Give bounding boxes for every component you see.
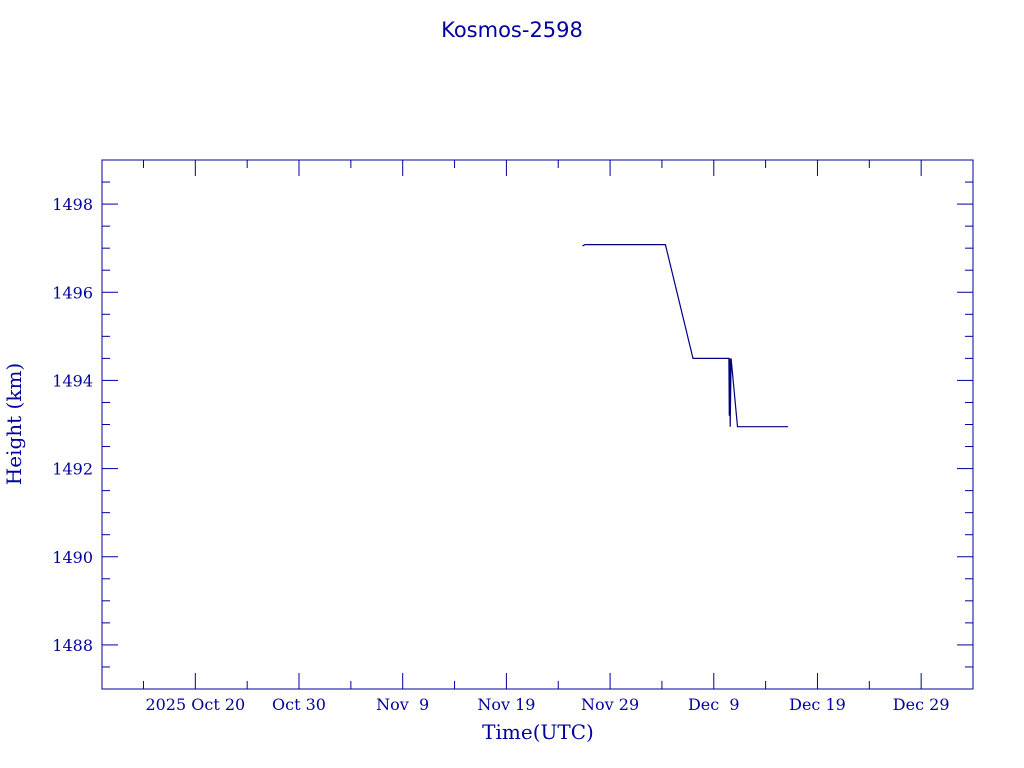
y-tick-label: 1494: [52, 371, 93, 390]
y-tick-label: 1488: [52, 636, 93, 655]
x-tick-label: Dec 19: [789, 695, 846, 714]
y-axis-ticks: 1488 1490 1492 1494 1496 1498: [52, 159, 973, 690]
plot-frame: [101, 159, 974, 690]
series-line: [582, 244, 789, 428]
y-tick-label: 1490: [52, 548, 93, 567]
x-axis-label: Time(UTC): [482, 720, 594, 744]
y-axis-label: Height (km): [2, 363, 26, 485]
x-axis-ticks: 2025 Oct 20 Oct 30 Nov 9 Nov 19 Nov 29 Dec 9 D…: [142, 160, 974, 714]
series-layer: [582, 244, 789, 428]
chart-title: Kosmos-2598: [441, 18, 583, 42]
x-tick-label: Dec 9: [688, 695, 740, 714]
x-tick-label: Oct 30: [272, 695, 326, 714]
x-tick-label: Nov 29: [581, 695, 639, 714]
x-tick-label: 2025 Oct 20: [145, 695, 245, 714]
y-tick-label: 1492: [52, 460, 93, 479]
x-tick-label: Nov 19: [477, 695, 535, 714]
x-tick-label: Nov 9: [376, 695, 429, 714]
x-tick-label: Dec 29: [893, 695, 950, 714]
y-tick-label: 1498: [52, 195, 93, 214]
y-tick-label: 1496: [52, 283, 93, 302]
